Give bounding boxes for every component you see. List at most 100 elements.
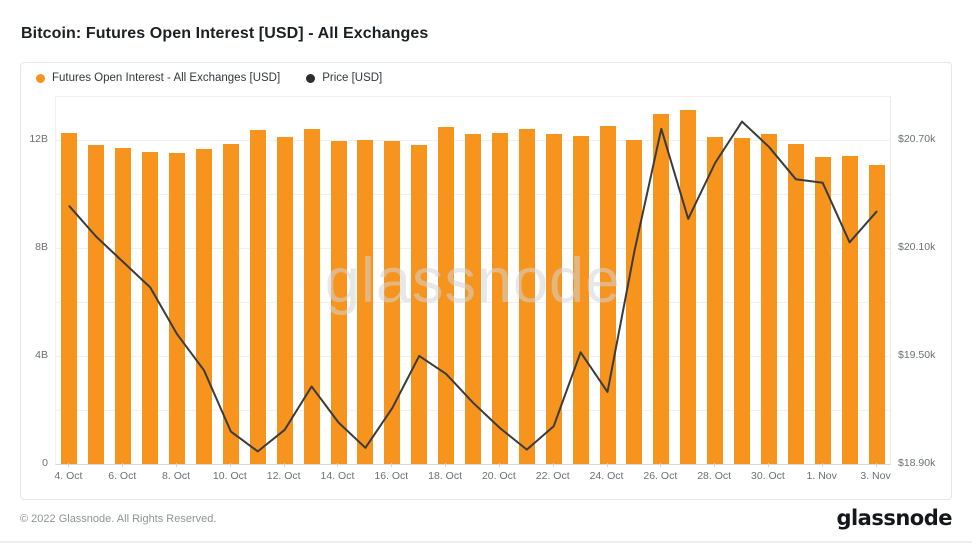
bar-slot: [594, 97, 621, 464]
open-interest-bar: [787, 143, 804, 464]
open-interest-bar: [276, 136, 293, 464]
x-axis-label: 8. Oct: [162, 470, 191, 482]
x-axis-tick: [498, 463, 500, 467]
price-dot-icon: [306, 73, 316, 83]
open-interest-bar: [491, 132, 508, 464]
bar-slot: [379, 97, 406, 464]
chart-card: Futures Open Interest - All Exchanges [U…: [20, 62, 952, 500]
x-axis-label: 26. Oct: [643, 470, 678, 482]
x-axis-tick: [552, 463, 554, 467]
footer-copyright: © 2022 Glassnode. All Rights Reserved.: [20, 513, 217, 525]
x-axis-label: 24. Oct: [589, 470, 624, 482]
bar-slot: [863, 97, 890, 464]
y-axis-left-label: 8B: [35, 240, 48, 253]
x-axis-labels: 4. Oct 6. Oct 8. Oct 10. Oct 12. Oct 14. Oct 1…: [54, 463, 891, 485]
x-axis-tick: [606, 463, 608, 467]
bar-slot: [702, 97, 729, 464]
x-axis-label: 6. Oct: [108, 470, 137, 482]
x-axis-label: 20. Oct: [481, 470, 516, 482]
y-axis-right-label: $20.70k: [898, 132, 936, 145]
plot-area[interactable]: glassnode: [55, 96, 891, 465]
y-axis-left-label: 12B: [29, 132, 48, 145]
bar-slot: [621, 97, 648, 464]
x-axis-label: 18. Oct: [428, 470, 463, 482]
bar-slot: [406, 97, 433, 464]
x-axis-tick: [122, 463, 124, 467]
bar-slot: [244, 97, 271, 464]
open-interest-bar: [545, 134, 562, 464]
open-interest-dot-icon: [36, 73, 45, 83]
open-interest-bar: [169, 153, 186, 464]
x-axis-tick: [875, 463, 877, 467]
bar-slot: [271, 97, 298, 464]
open-interest-bar: [384, 140, 401, 464]
open-interest-bar: [518, 128, 535, 464]
x-axis-label: 14. Oct: [320, 470, 355, 482]
x-axis-label: 22. Oct: [535, 470, 570, 482]
x-axis-tick: [337, 463, 339, 467]
bar-slot: [729, 97, 756, 464]
open-interest-bar: [303, 128, 320, 464]
open-interest-bar: [61, 132, 78, 464]
x-axis-label: 12. Oct: [266, 470, 301, 482]
bar-slot: [325, 97, 352, 464]
bar-slot: [513, 97, 540, 464]
bar-slot: [83, 97, 110, 464]
open-interest-bar: [465, 134, 482, 464]
open-interest-bar: [249, 130, 266, 464]
open-interest-bar: [707, 136, 724, 464]
open-interest-bar: [868, 165, 885, 464]
open-interest-bar: [88, 145, 105, 464]
x-axis-tick: [68, 463, 70, 467]
bar-slot: [352, 97, 379, 464]
bar-slot: [648, 97, 675, 464]
y-axis-right-label: $18.90k: [898, 457, 936, 469]
x-axis-tick: [821, 463, 823, 467]
open-interest-bars: [56, 97, 890, 464]
bar-slot: [487, 97, 514, 464]
x-axis-label: 4. Oct: [54, 470, 83, 482]
open-interest-bar: [734, 138, 751, 464]
bar-slot: [298, 97, 325, 464]
x-axis-label: 28. Oct: [697, 470, 732, 482]
bottom-divider: [0, 541, 972, 543]
open-interest-bar: [653, 113, 670, 464]
x-axis-label: 3. Nov: [860, 470, 891, 482]
x-axis-label: 1. Nov: [806, 470, 837, 482]
page-title: Bitcoin: Futures Open Interest [USD] - A…: [21, 25, 429, 42]
glassnode-logo: glassnode: [836, 506, 952, 530]
y-axis-left-label: 0: [42, 457, 48, 469]
legend-item-label: Futures Open Interest - All Exchanges [U…: [52, 72, 281, 84]
open-interest-bar: [761, 134, 778, 464]
bar-slot: [756, 97, 783, 464]
open-interest-bar: [814, 157, 831, 464]
open-interest-bar: [115, 147, 132, 464]
x-axis-tick: [391, 463, 393, 467]
x-axis-label: 30. Oct: [750, 470, 785, 482]
x-axis-tick: [660, 463, 662, 467]
legend-item-open-interest[interactable]: Futures Open Interest - All Exchanges [U…: [36, 72, 280, 84]
open-interest-bar: [438, 127, 455, 464]
bar-slot: [137, 97, 164, 464]
bar-slot: [782, 97, 809, 464]
open-interest-bar: [195, 149, 212, 464]
bar-slot: [540, 97, 567, 464]
price-line: [68, 120, 878, 453]
open-interest-bar: [222, 143, 239, 464]
bar-slot: [164, 97, 191, 464]
bar-slot: [809, 97, 836, 464]
legend-item-label: Price [USD]: [322, 72, 383, 84]
bar-slot: [675, 97, 702, 464]
x-axis-label: 16. Oct: [374, 470, 409, 482]
bar-slot: [56, 97, 83, 464]
open-interest-bar: [572, 135, 589, 464]
y-axis-right-label: $19.50k: [898, 348, 936, 361]
open-interest-bar: [626, 139, 643, 464]
y-axis-right-label: $20.10k: [898, 240, 936, 253]
open-interest-bar: [357, 139, 374, 464]
open-interest-bar: [680, 109, 697, 464]
x-axis-tick: [445, 463, 447, 467]
x-axis-tick: [229, 463, 231, 467]
open-interest-bar: [599, 126, 616, 464]
legend-item-price[interactable]: Price [USD]: [306, 72, 382, 84]
